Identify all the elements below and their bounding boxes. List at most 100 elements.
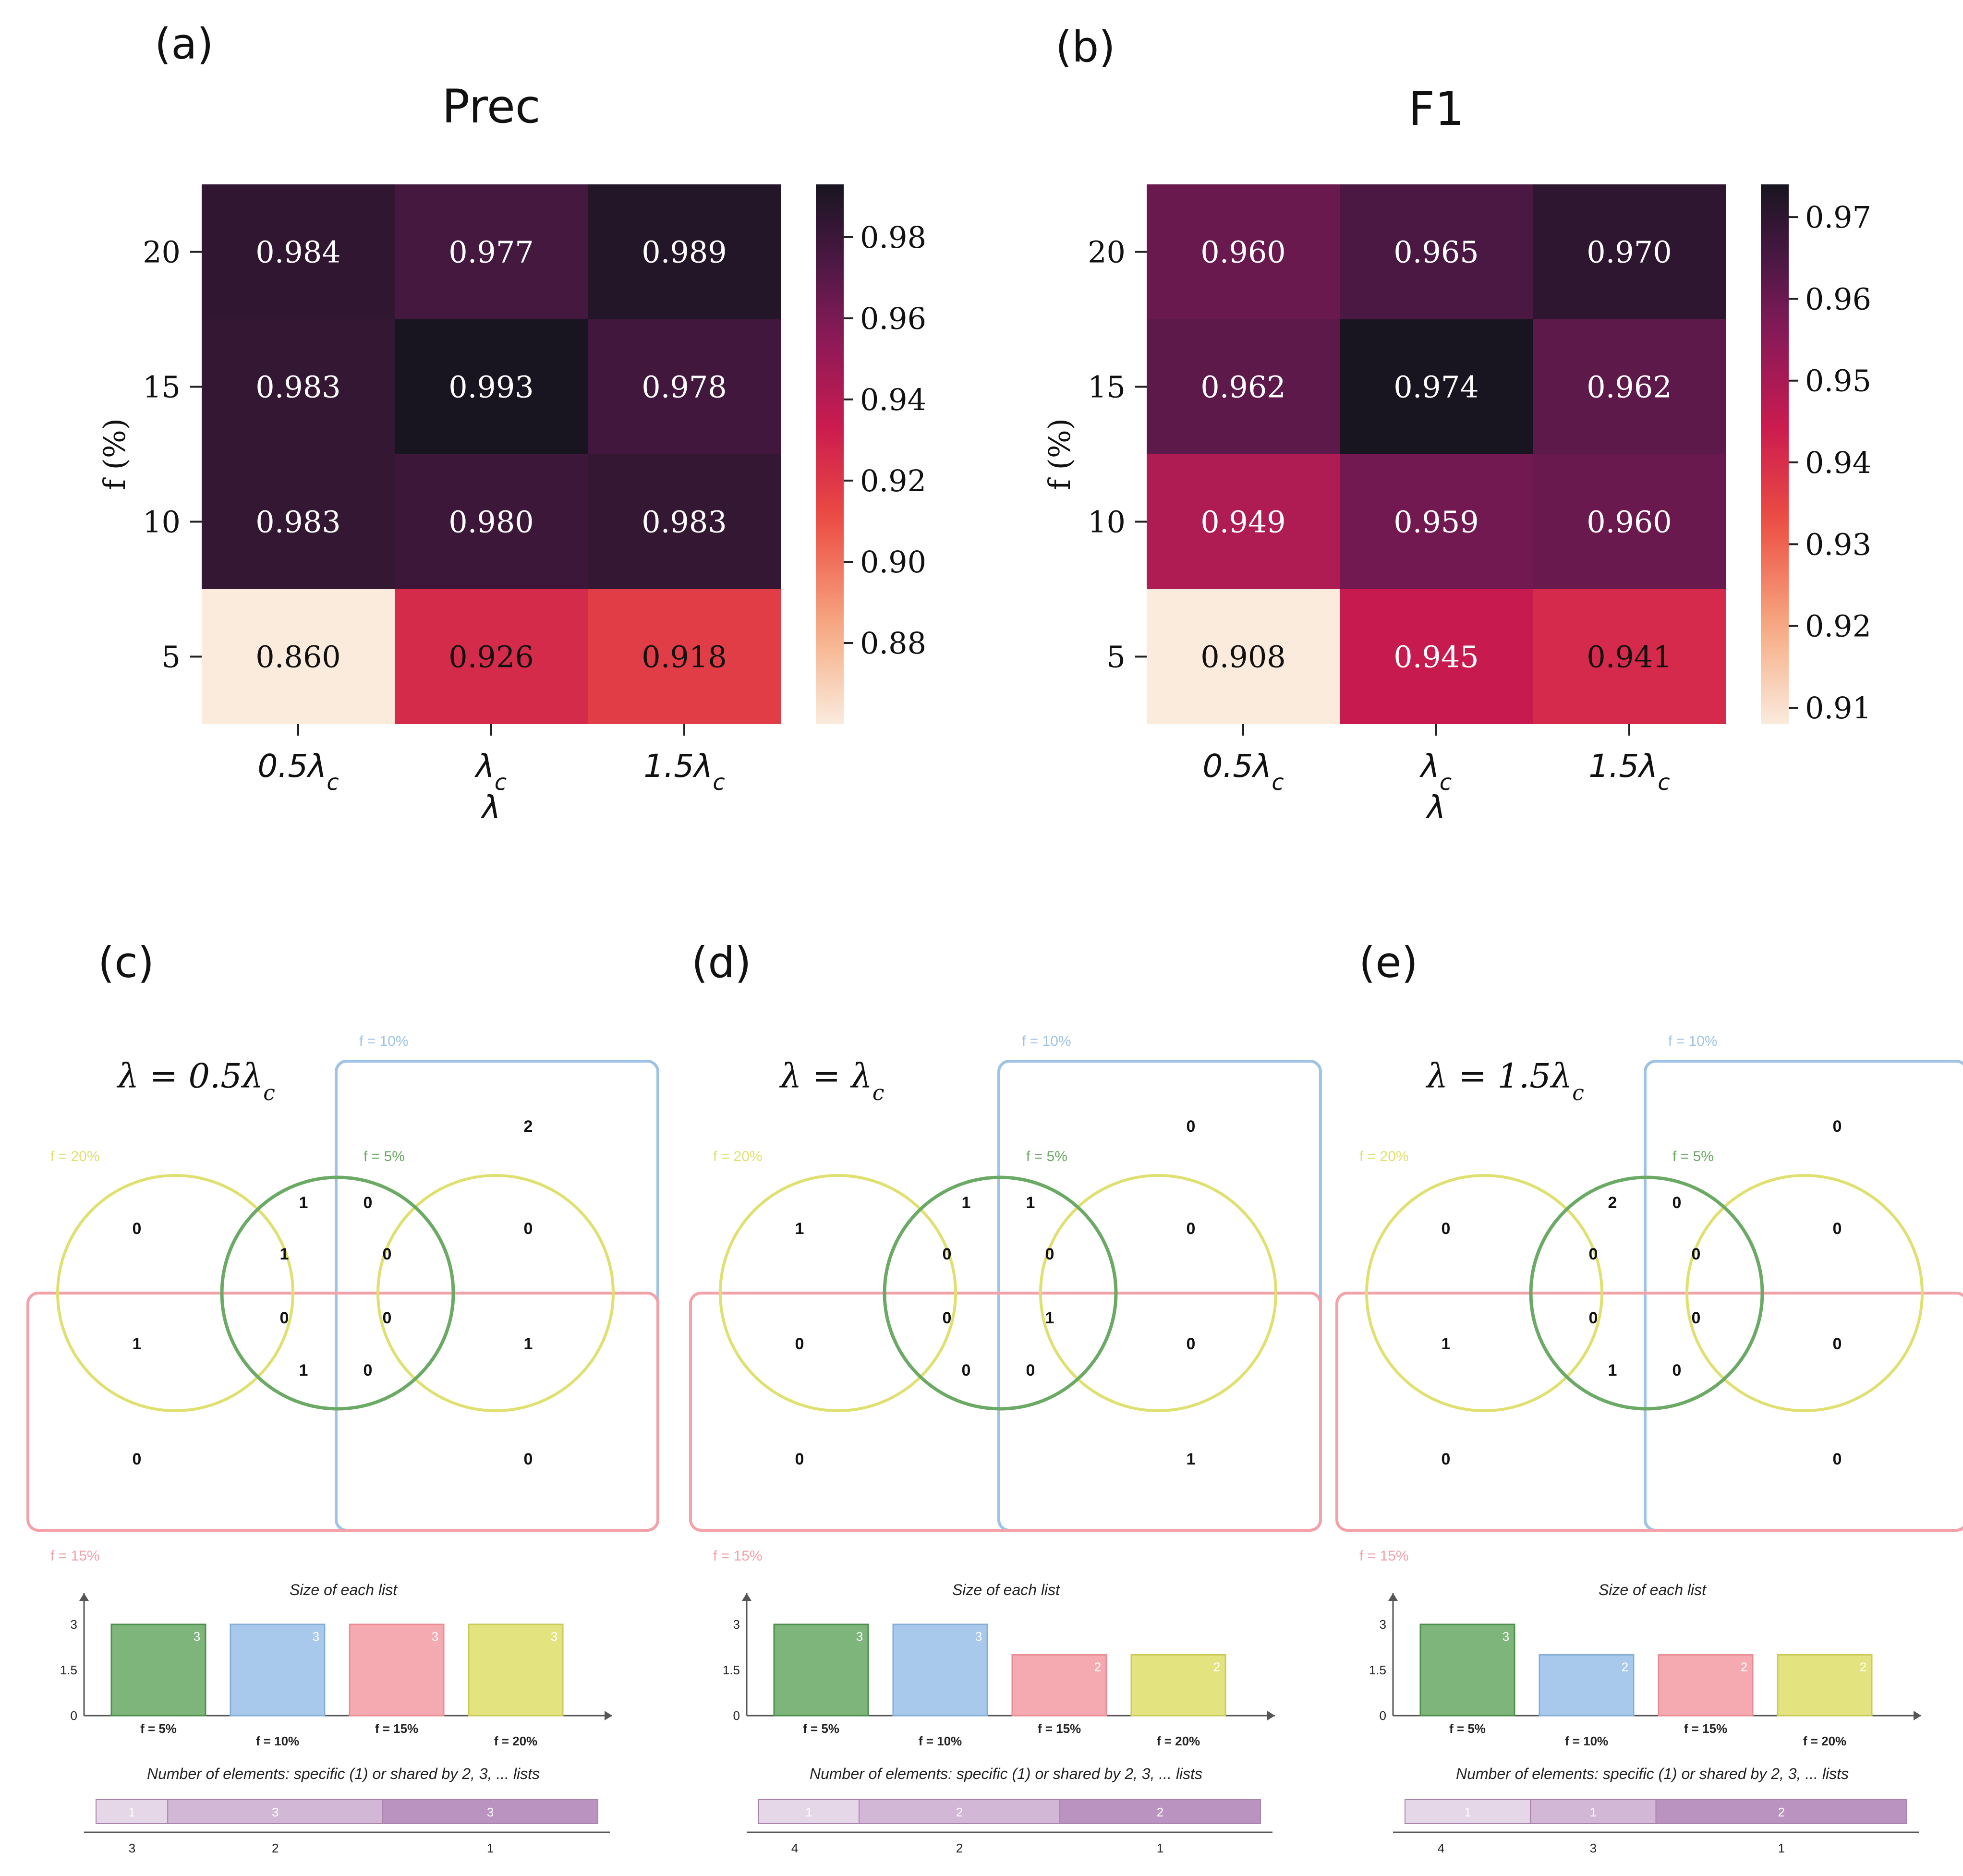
y-tick-label: 5 xyxy=(162,640,181,675)
bar xyxy=(1539,1654,1635,1717)
shared-segment-label: 2 xyxy=(1157,1805,1163,1819)
venn-region-count: 1 xyxy=(299,1361,308,1380)
shared-chart-title: Number of elements: specific (1) or shar… xyxy=(810,1765,1202,1782)
colorbar-tick-label: 0.90 xyxy=(860,545,926,580)
venn-region-count: 1 xyxy=(1442,1335,1451,1353)
venn-region-count: 0 xyxy=(1833,1450,1842,1468)
bar-y-tick-label: 0 xyxy=(733,1708,740,1723)
set-label-f15: f = 15% xyxy=(1359,1548,1409,1564)
venn-region-count: 0 xyxy=(133,1450,142,1468)
heatmap-cell xyxy=(395,184,588,319)
cell-value-label: 0.918 xyxy=(642,640,727,675)
bar xyxy=(1130,1654,1226,1717)
shared-segment xyxy=(382,1799,599,1824)
shared-axis-label: 1 xyxy=(487,1841,494,1855)
heatmap-cell xyxy=(395,589,588,724)
shared-axis-label: 4 xyxy=(1438,1841,1444,1855)
bar xyxy=(892,1623,988,1717)
shared-axis-label: 2 xyxy=(272,1841,279,1855)
bar-x-axis-arrow xyxy=(605,1711,612,1720)
bar-category-label: f = 5% xyxy=(803,1721,839,1736)
heatmap-cell xyxy=(1533,589,1726,724)
x-tick-label: 1.5λc xyxy=(643,748,725,795)
cell-value-label: 0.926 xyxy=(448,640,534,675)
venn-region-count: 1 xyxy=(962,1194,971,1212)
lambda-equation: λ = 1.5λc xyxy=(1425,1056,1584,1105)
y-tick-label: 15 xyxy=(143,370,181,405)
venn-panel-d: f = 10% f = 20% f = 5% f = 15% λ = λc 0 1 1 1 0 0 0… xyxy=(689,1033,1322,1855)
heatmap-cell xyxy=(395,454,588,589)
set-label-f5: f = 5% xyxy=(1026,1149,1067,1164)
venn-region-count: 0 xyxy=(962,1361,971,1380)
shared-segment-label: 2 xyxy=(1778,1805,1785,1819)
colorbar-tick-label: 0.94 xyxy=(860,382,926,417)
set-f5-circle xyxy=(220,1175,455,1411)
set-f10-rectangle xyxy=(1644,1060,1963,1532)
panel-label-e: (e) xyxy=(1359,938,1418,987)
panel-label-d: (d) xyxy=(691,938,751,987)
heatmap-cell xyxy=(202,454,395,589)
bar-value-label: 3 xyxy=(975,1629,982,1644)
cell-value-label: 0.989 xyxy=(642,235,727,270)
colorbar xyxy=(1761,184,1789,724)
venn-region-count: 1 xyxy=(1026,1194,1035,1212)
venn-region-count: 1 xyxy=(1608,1361,1617,1380)
bar-category-label: f = 20% xyxy=(1157,1734,1200,1748)
set-label-f10: f = 10% xyxy=(1022,1033,1071,1049)
bar-chart-title: Size of each list xyxy=(1599,1581,1707,1598)
bar-value-label: 3 xyxy=(1503,1629,1509,1644)
bar-y-tick-label: 1.5 xyxy=(60,1663,77,1677)
set-f5-circle xyxy=(1529,1175,1764,1411)
bar-value-label: 2 xyxy=(1094,1659,1101,1674)
heatmap-cell xyxy=(1147,454,1340,589)
cell-value-label: 0.983 xyxy=(255,370,341,405)
bar xyxy=(1419,1623,1515,1717)
shared-axis-label: 3 xyxy=(129,1841,135,1855)
bar-category-label: f = 10% xyxy=(919,1734,962,1748)
bar-value-label: 3 xyxy=(313,1629,319,1644)
venn-region-count: 0 xyxy=(1589,1245,1598,1263)
set-f15-rectangle xyxy=(689,1292,1322,1532)
venn-region-count: 0 xyxy=(524,1220,533,1238)
venn-region-count: 1 xyxy=(299,1194,308,1212)
y-tick-label: 5 xyxy=(1107,640,1126,675)
bar-value-label: 2 xyxy=(1213,1659,1220,1674)
heatmap-cell xyxy=(1147,589,1340,724)
venn-region-count: 0 xyxy=(1045,1245,1054,1263)
y-tick-label: 10 xyxy=(1088,505,1126,540)
heatmap-cell xyxy=(395,319,588,454)
bar xyxy=(1777,1654,1873,1717)
venn-region-count: 0 xyxy=(943,1309,952,1327)
set-f20-circle-right xyxy=(1685,1174,1924,1412)
bar-value-label: 2 xyxy=(1860,1659,1866,1674)
bar xyxy=(230,1623,326,1717)
bar-x-axis-arrow xyxy=(1267,1711,1275,1720)
chart-title: Prec xyxy=(442,80,540,133)
bar xyxy=(110,1623,206,1717)
y-tick-label: 20 xyxy=(143,235,181,270)
set-f20-circle-left xyxy=(1365,1174,1603,1412)
venn-region-count: 0 xyxy=(943,1245,952,1263)
colorbar-tick-label: 0.96 xyxy=(1805,281,1871,316)
venn-region-count: 1 xyxy=(280,1245,289,1263)
venn-region-count: 0 xyxy=(364,1194,373,1212)
lambda-equation: λ = λc xyxy=(779,1056,885,1105)
cell-value-label: 0.974 xyxy=(1393,370,1479,405)
venn-region-count: 0 xyxy=(1833,1220,1842,1238)
cell-value-label: 0.959 xyxy=(1393,505,1479,540)
shared-segment-label: 1 xyxy=(805,1805,812,1819)
bar-category-label: f = 10% xyxy=(1565,1734,1608,1748)
bar-y-tick-label: 0 xyxy=(71,1708,77,1723)
y-axis-label: f (%) xyxy=(97,418,132,490)
shared-segment-label: 1 xyxy=(1464,1805,1471,1819)
shared-axis-label: 3 xyxy=(1590,1841,1597,1855)
heatmap-cell xyxy=(1340,589,1533,724)
bar-category-label: f = 10% xyxy=(256,1734,299,1748)
bar-y-tick-label: 1.5 xyxy=(723,1663,740,1677)
heatmap-cell xyxy=(1340,454,1533,589)
venn-panel-e: f = 10% f = 20% f = 5% f = 15% λ = 1.5λc 0 0 2 0… xyxy=(1335,1033,1963,1855)
bar-category-label: f = 5% xyxy=(1449,1721,1486,1736)
bar xyxy=(773,1623,869,1717)
shared-segment xyxy=(167,1799,384,1824)
